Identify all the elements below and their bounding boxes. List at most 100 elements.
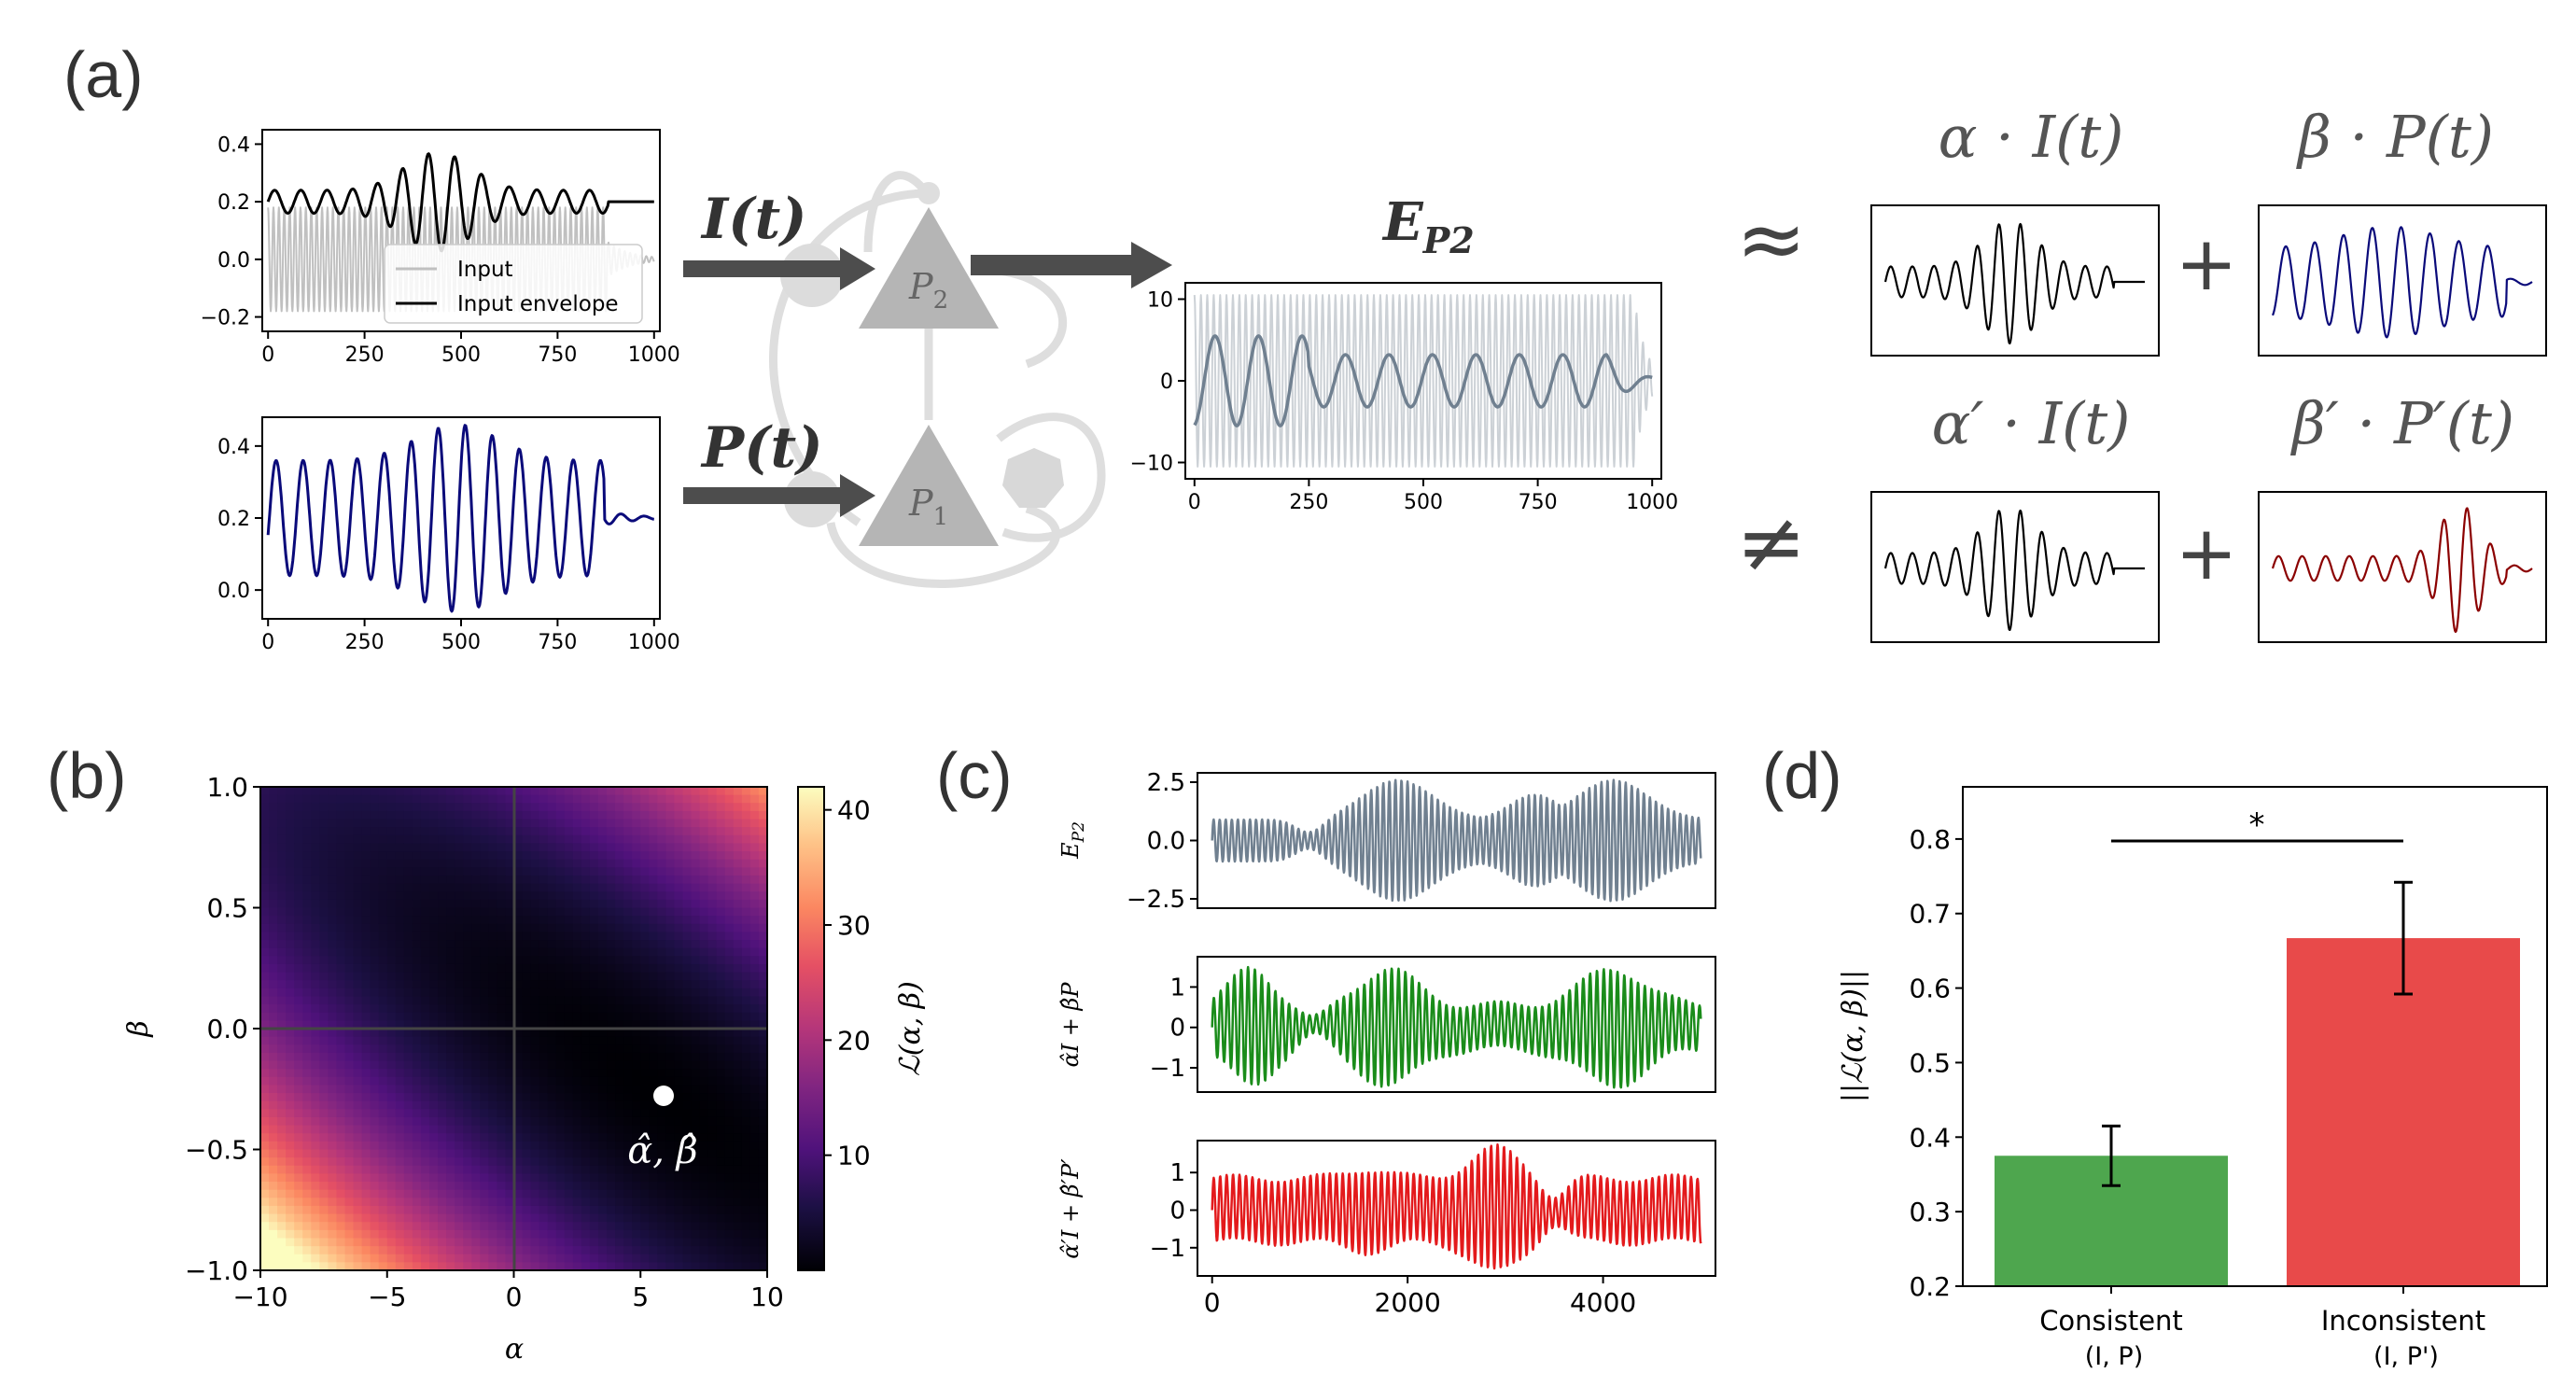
heatmap-cell — [513, 1036, 524, 1045]
heatmap-cell — [572, 1141, 582, 1151]
heatmap-cell — [741, 1093, 751, 1102]
heatmap-cell — [733, 1044, 743, 1054]
heatmap-cell — [632, 988, 641, 998]
heatmap-cell — [564, 1125, 574, 1134]
heatmap-cell — [294, 867, 303, 876]
heatmap-cell — [716, 988, 726, 998]
heatmap-cell — [513, 963, 524, 974]
heatmap-cell — [691, 819, 701, 828]
heatmap-cell — [581, 916, 591, 925]
heatmap-cell — [395, 859, 405, 868]
heatmap-cell — [455, 827, 464, 836]
heatmap-cell — [294, 1020, 303, 1030]
heatmap-cell — [555, 972, 566, 981]
heatmap-cell — [607, 1020, 616, 1030]
heatmap-cell — [607, 1093, 616, 1102]
heatmap-cell — [632, 810, 641, 820]
colorbar-tick-label: 10 — [837, 1141, 871, 1171]
heatmap-cell — [555, 810, 566, 820]
heatmap-cell — [277, 787, 287, 796]
heatmap-cell — [539, 1246, 549, 1255]
heatmap-cell — [370, 1182, 380, 1191]
heatmap-cell — [547, 932, 557, 941]
heatmap-cell — [682, 1109, 693, 1118]
heatmap-cell — [463, 819, 472, 828]
heatmap-cell — [555, 1262, 566, 1271]
heatmap-cell — [429, 1229, 439, 1240]
heatmap-cell — [733, 1093, 743, 1102]
heatmap-cell — [311, 827, 320, 836]
heatmap-cell — [386, 1076, 397, 1086]
heatmap-cell — [286, 810, 295, 820]
heatmap-cell — [581, 1109, 591, 1118]
heatmap-cell — [361, 1205, 371, 1215]
heatmap-cell — [361, 1157, 371, 1167]
heatmap-cell — [286, 1198, 295, 1207]
heatmap-cell — [286, 891, 295, 901]
heatmap-cell — [311, 963, 320, 974]
heatmap-cell — [328, 883, 338, 892]
heatmap-cell — [640, 867, 650, 876]
heatmap-cell — [699, 1182, 709, 1191]
heatmap-cell — [758, 810, 768, 820]
heatmap-cell — [277, 1246, 287, 1255]
heatmap-cell — [395, 1100, 405, 1110]
heatmap-cell — [640, 1182, 650, 1191]
heatmap-cell — [260, 891, 270, 901]
heatmap-cell — [311, 980, 320, 989]
heatmap-cell — [691, 1246, 701, 1255]
heatmap-cell — [319, 916, 329, 925]
heatmap-cell — [564, 1246, 574, 1255]
heatmap-cell — [707, 819, 718, 828]
heatmap-cell — [505, 1036, 515, 1045]
heatmap-cell — [277, 963, 287, 974]
heatmap-cell — [353, 1100, 363, 1110]
heatmap-cell — [505, 787, 515, 796]
heatmap-cell — [649, 996, 658, 1005]
heatmap-cell — [581, 972, 591, 981]
heatmap-cell — [572, 1165, 582, 1174]
heatmap-cell — [488, 1036, 497, 1045]
heatmap-cell — [344, 810, 355, 820]
heatmap-cell — [480, 947, 489, 957]
heatmap-cell — [395, 843, 405, 852]
heatmap-cell — [547, 1157, 557, 1167]
heatmap-cell — [386, 947, 397, 957]
heatmap-cell — [564, 1254, 574, 1263]
heatmap-cell — [572, 875, 582, 885]
heatmap-cell — [294, 1182, 303, 1191]
heatmap-cell — [429, 1069, 439, 1078]
heatmap-cell — [657, 972, 666, 981]
heatmap-cell — [361, 810, 371, 820]
heatmap-cell — [336, 1165, 346, 1174]
heatmap-cell — [555, 794, 566, 804]
heatmap-cell — [539, 1213, 549, 1223]
heatmap-cell — [336, 819, 346, 828]
heatmap-cell — [530, 1093, 540, 1102]
heatmap-cell — [311, 1052, 320, 1062]
heatmap-cell — [640, 947, 650, 957]
heatmap-cell — [640, 1029, 650, 1038]
heatmap-cell — [455, 1165, 464, 1174]
heatmap-cell — [598, 1012, 608, 1021]
heatmap-cell — [420, 1141, 430, 1151]
heatmap-cell — [564, 803, 574, 812]
heatmap-cell — [665, 1020, 676, 1030]
heatmap-cell — [539, 1173, 549, 1183]
heatmap-cell — [269, 1125, 278, 1134]
heatmap-cell — [555, 859, 566, 868]
heatmap-cell — [336, 1133, 346, 1142]
heatmap-cell — [623, 891, 633, 901]
heatmap-cell — [480, 1076, 489, 1086]
heatmap-cell — [572, 988, 582, 998]
heatmap-cell — [665, 810, 676, 820]
heatmap-cell — [328, 1036, 338, 1045]
heatmap-cell — [260, 1133, 270, 1142]
heatmap-cell — [539, 1141, 549, 1151]
heatmap-cell — [623, 1069, 633, 1078]
heatmap-cell — [471, 1157, 481, 1167]
heatmap-cell — [733, 1149, 743, 1158]
heatmap-cell — [564, 1198, 574, 1207]
heatmap-cell — [438, 843, 447, 852]
heatmap-cell — [311, 1020, 320, 1030]
